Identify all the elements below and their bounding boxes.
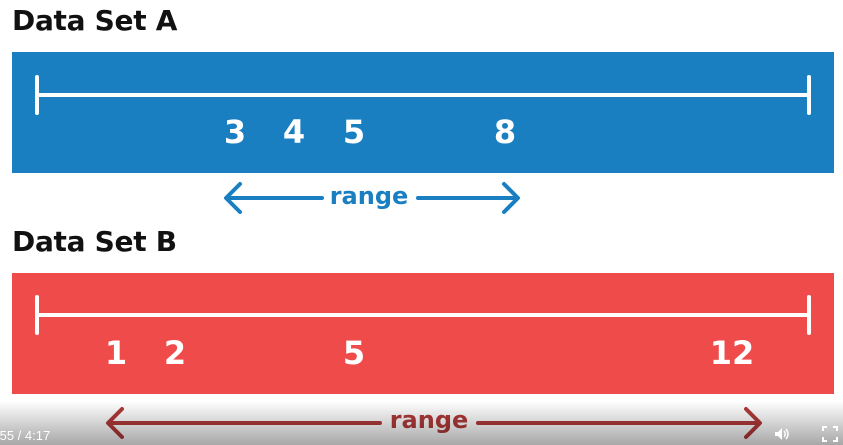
value-label: 5 [342, 334, 366, 372]
data-set-b-title: Data Set B [12, 225, 177, 258]
data-set-a-number-line: 3 4 5 8 [12, 52, 834, 173]
playback-time: :55 / 4:17 [0, 428, 51, 443]
number-line-axis [35, 75, 811, 115]
value-label: 12 [709, 334, 755, 372]
range-label: range [384, 408, 475, 432]
video-controls-bar: :55 / 4:17 [0, 401, 843, 445]
data-set-b-number-line: 1 2 5 12 [12, 273, 834, 394]
number-line-axis [35, 295, 811, 335]
data-set-a-title: Data Set A [12, 4, 178, 37]
value-label: 4 [282, 113, 306, 151]
volume-icon[interactable] [774, 426, 790, 442]
value-label: 1 [104, 334, 128, 372]
value-label: 5 [342, 113, 366, 151]
value-label: 8 [493, 113, 517, 151]
value-label: 2 [163, 334, 187, 372]
range-label: range [329, 182, 409, 210]
value-label: 3 [223, 113, 247, 151]
fullscreen-icon[interactable] [822, 426, 838, 442]
